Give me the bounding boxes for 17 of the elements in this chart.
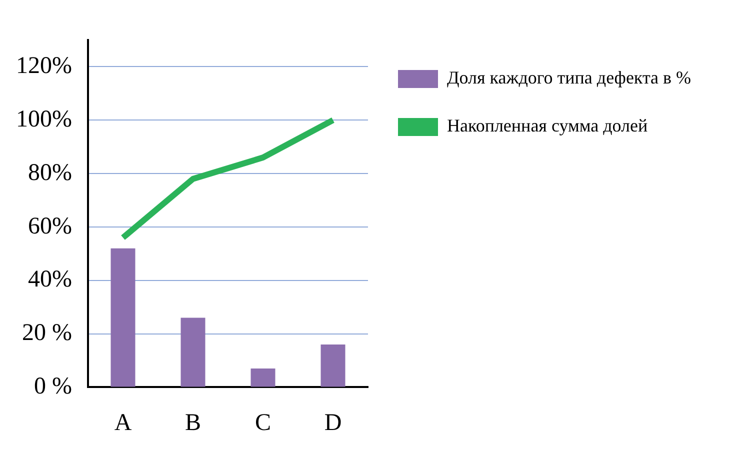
bar <box>180 318 206 387</box>
x-tick-label: B <box>184 410 202 436</box>
x-tick-label: C <box>254 410 272 436</box>
y-tick-label: 60% <box>28 213 72 240</box>
y-tick-label: 100% <box>16 106 72 132</box>
legend-label: Доля каждого типа дефекта в % <box>447 68 692 88</box>
bar <box>250 368 276 387</box>
y-tick-label: 40% <box>28 266 72 293</box>
y-tick-label: 80% <box>28 160 72 186</box>
x-tick-label: A <box>114 410 132 436</box>
bar <box>110 248 136 387</box>
y-tick-label: 120% <box>16 53 72 80</box>
y-tick-label: 20 % <box>22 320 72 346</box>
bar <box>320 344 346 387</box>
legend-label: Накопленная сумма долей <box>447 116 648 136</box>
x-tick-label: D <box>324 410 342 436</box>
y-tick-label: 0 % <box>34 373 72 400</box>
